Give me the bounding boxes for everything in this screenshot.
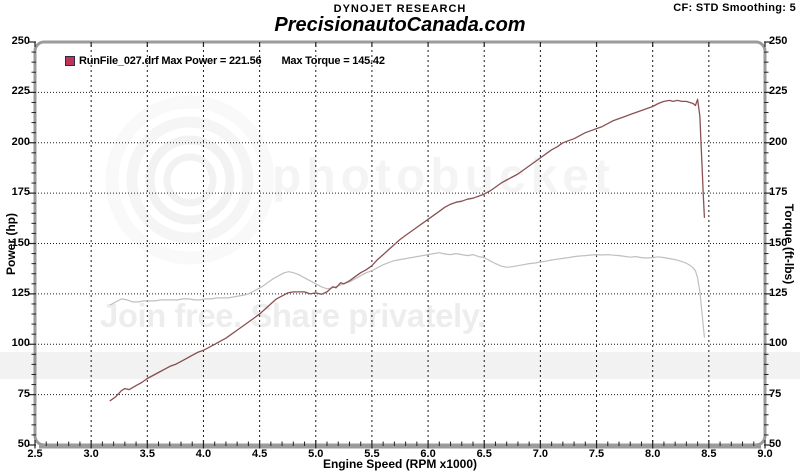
- gridlines: [38, 45, 763, 443]
- rpm-tick-label: 6.5: [476, 448, 492, 460]
- watermark: photobucket Join free. Share privately.: [100, 116, 615, 334]
- torque-tick-label: 125: [769, 286, 788, 299]
- curves: [109, 98, 706, 402]
- rpm-tick-label: 2.5: [27, 448, 43, 460]
- power-tick-label: 75: [17, 387, 30, 400]
- power-tick-label: 125: [11, 286, 30, 299]
- torque-tick-label: 100: [769, 337, 788, 350]
- rpm-tick-label: 3.0: [83, 448, 99, 460]
- torque-tick-label: 225: [769, 85, 788, 98]
- rpm-tick-label: 4.0: [195, 448, 212, 460]
- watermark-band: [0, 352, 800, 379]
- power-tick-label: 200: [11, 135, 30, 148]
- axis-ticks: [29, 41, 771, 449]
- torque-tick-label: 200: [769, 135, 788, 148]
- power-tick-label: 225: [11, 85, 30, 98]
- rpm-tick-label: 5.0: [308, 448, 324, 460]
- torque-tick-label: 75: [769, 387, 782, 400]
- brand-title: DYNOJET RESEARCH: [333, 3, 467, 15]
- legend-max-torque-label: Max Torque = 145.42: [281, 55, 385, 67]
- site-title: PrecisionautoCanada.com: [274, 14, 526, 36]
- torque-tick-label: 150: [769, 236, 788, 249]
- rpm-tick-label: 5.5: [364, 448, 380, 460]
- watermark-logo-text: photobucket: [272, 150, 615, 203]
- rpm-tick-label: 3.5: [139, 448, 155, 460]
- legend-run-power-label: RunFile_027.drf Max Power = 221.56: [79, 55, 262, 67]
- power-tick-label: 50: [17, 438, 30, 450]
- power-tick-label: 150: [11, 236, 30, 249]
- watermark-logo-rings: [126, 116, 254, 244]
- cf-smoothing-setting: CF: STD Smoothing: 5: [673, 2, 796, 14]
- power-tick-label: 250: [11, 35, 30, 47]
- rpm-tick-label: 7.5: [588, 448, 605, 460]
- rpm-tick-label: 4.5: [251, 448, 268, 460]
- torque-tick-label: 250: [769, 35, 788, 47]
- rpm-tick-label: 8.0: [645, 448, 661, 460]
- rpm-tick-label: 8.5: [701, 448, 717, 460]
- rpm-tick-label: 9.0: [757, 448, 773, 460]
- rpm-tick-label: 7.0: [532, 448, 549, 460]
- rpm-tick-label: 6.0: [420, 448, 436, 460]
- torque-tick-label: 50: [769, 438, 782, 450]
- torque-tick-label: 175: [769, 186, 788, 199]
- power-tick-label: 175: [11, 186, 30, 199]
- watermark-tagline: Join free. Share privately.: [100, 297, 486, 334]
- power-curve: [109, 98, 706, 402]
- legend: RunFile_027.drf Max Power = 221.56 Max T…: [65, 54, 385, 68]
- torque-curve: [109, 252, 706, 338]
- legend-run-swatch-icon: [65, 56, 75, 66]
- power-tick-label: 100: [11, 337, 30, 350]
- engine-speed-axis-title: Engine Speed (RPM x1000): [322, 457, 478, 471]
